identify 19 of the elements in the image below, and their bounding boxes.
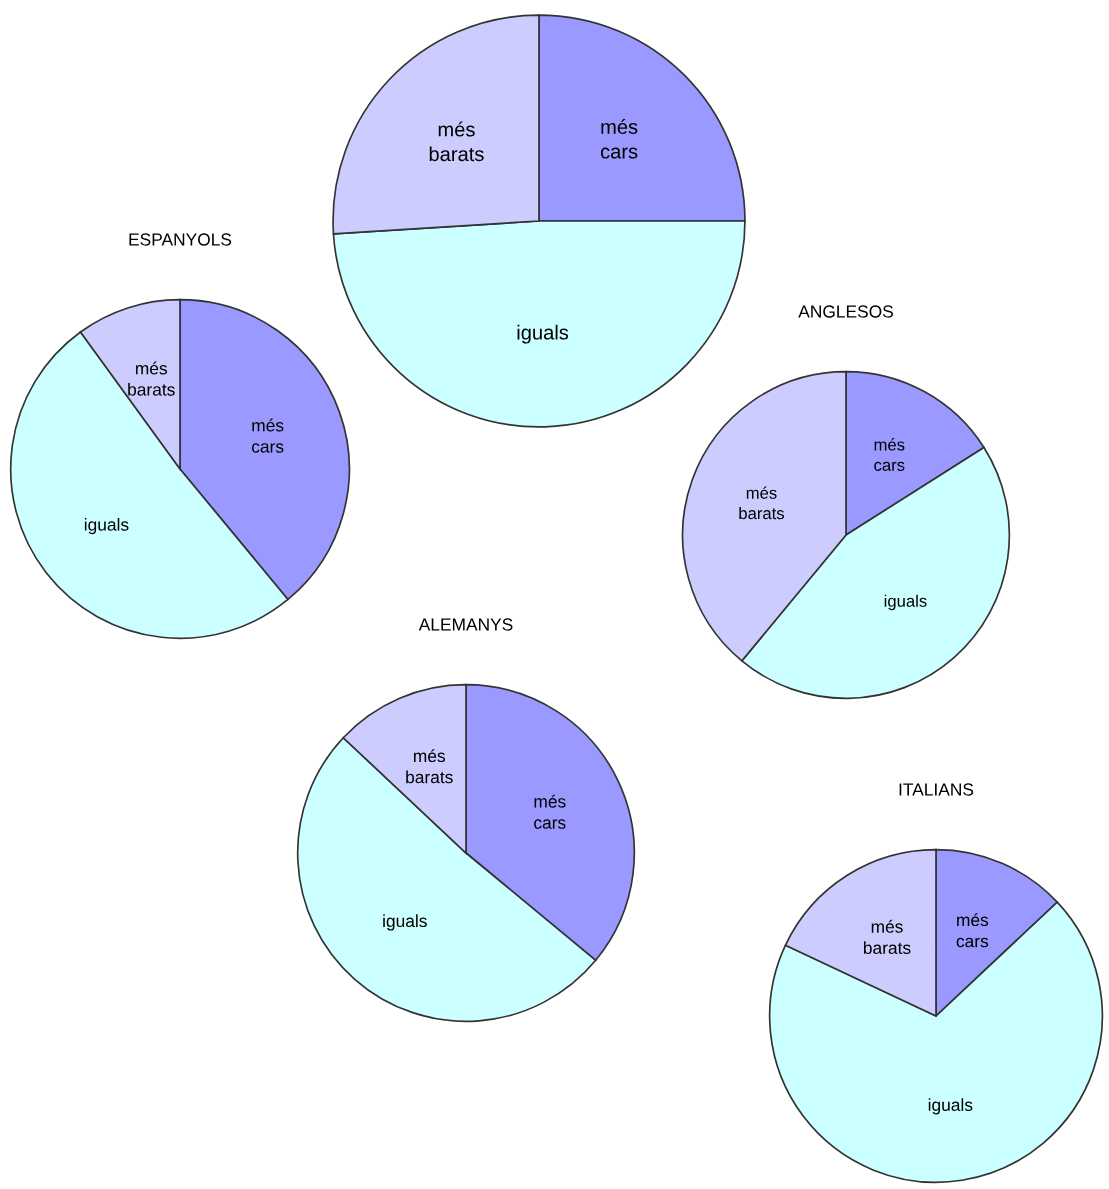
chart-title: ITALIANS bbox=[899, 783, 974, 796]
slice-label: més cars bbox=[534, 794, 566, 829]
slice-label: més cars bbox=[600, 118, 638, 159]
slice-label: més barats bbox=[429, 121, 484, 162]
slice-label: més cars bbox=[874, 438, 905, 471]
slice-label: més barats bbox=[406, 749, 453, 784]
slice-label: iguals bbox=[928, 1098, 973, 1115]
chart-title: ALEMANYS bbox=[418, 618, 513, 631]
slice-label: iguals bbox=[884, 594, 927, 611]
slice-label: més barats bbox=[128, 361, 175, 396]
slice-label: iguals bbox=[84, 517, 129, 535]
chart-title: ESPANYOLS bbox=[129, 233, 232, 246]
slice-label: iguals bbox=[383, 914, 427, 931]
chart-title: ANGLESOS bbox=[798, 305, 893, 318]
slice-label: més cars bbox=[251, 418, 284, 453]
slice-label: iguals bbox=[517, 324, 569, 344]
slice-label: més barats bbox=[863, 919, 911, 955]
slice-label: més cars bbox=[956, 913, 989, 948]
slice-label: més barats bbox=[739, 486, 785, 520]
